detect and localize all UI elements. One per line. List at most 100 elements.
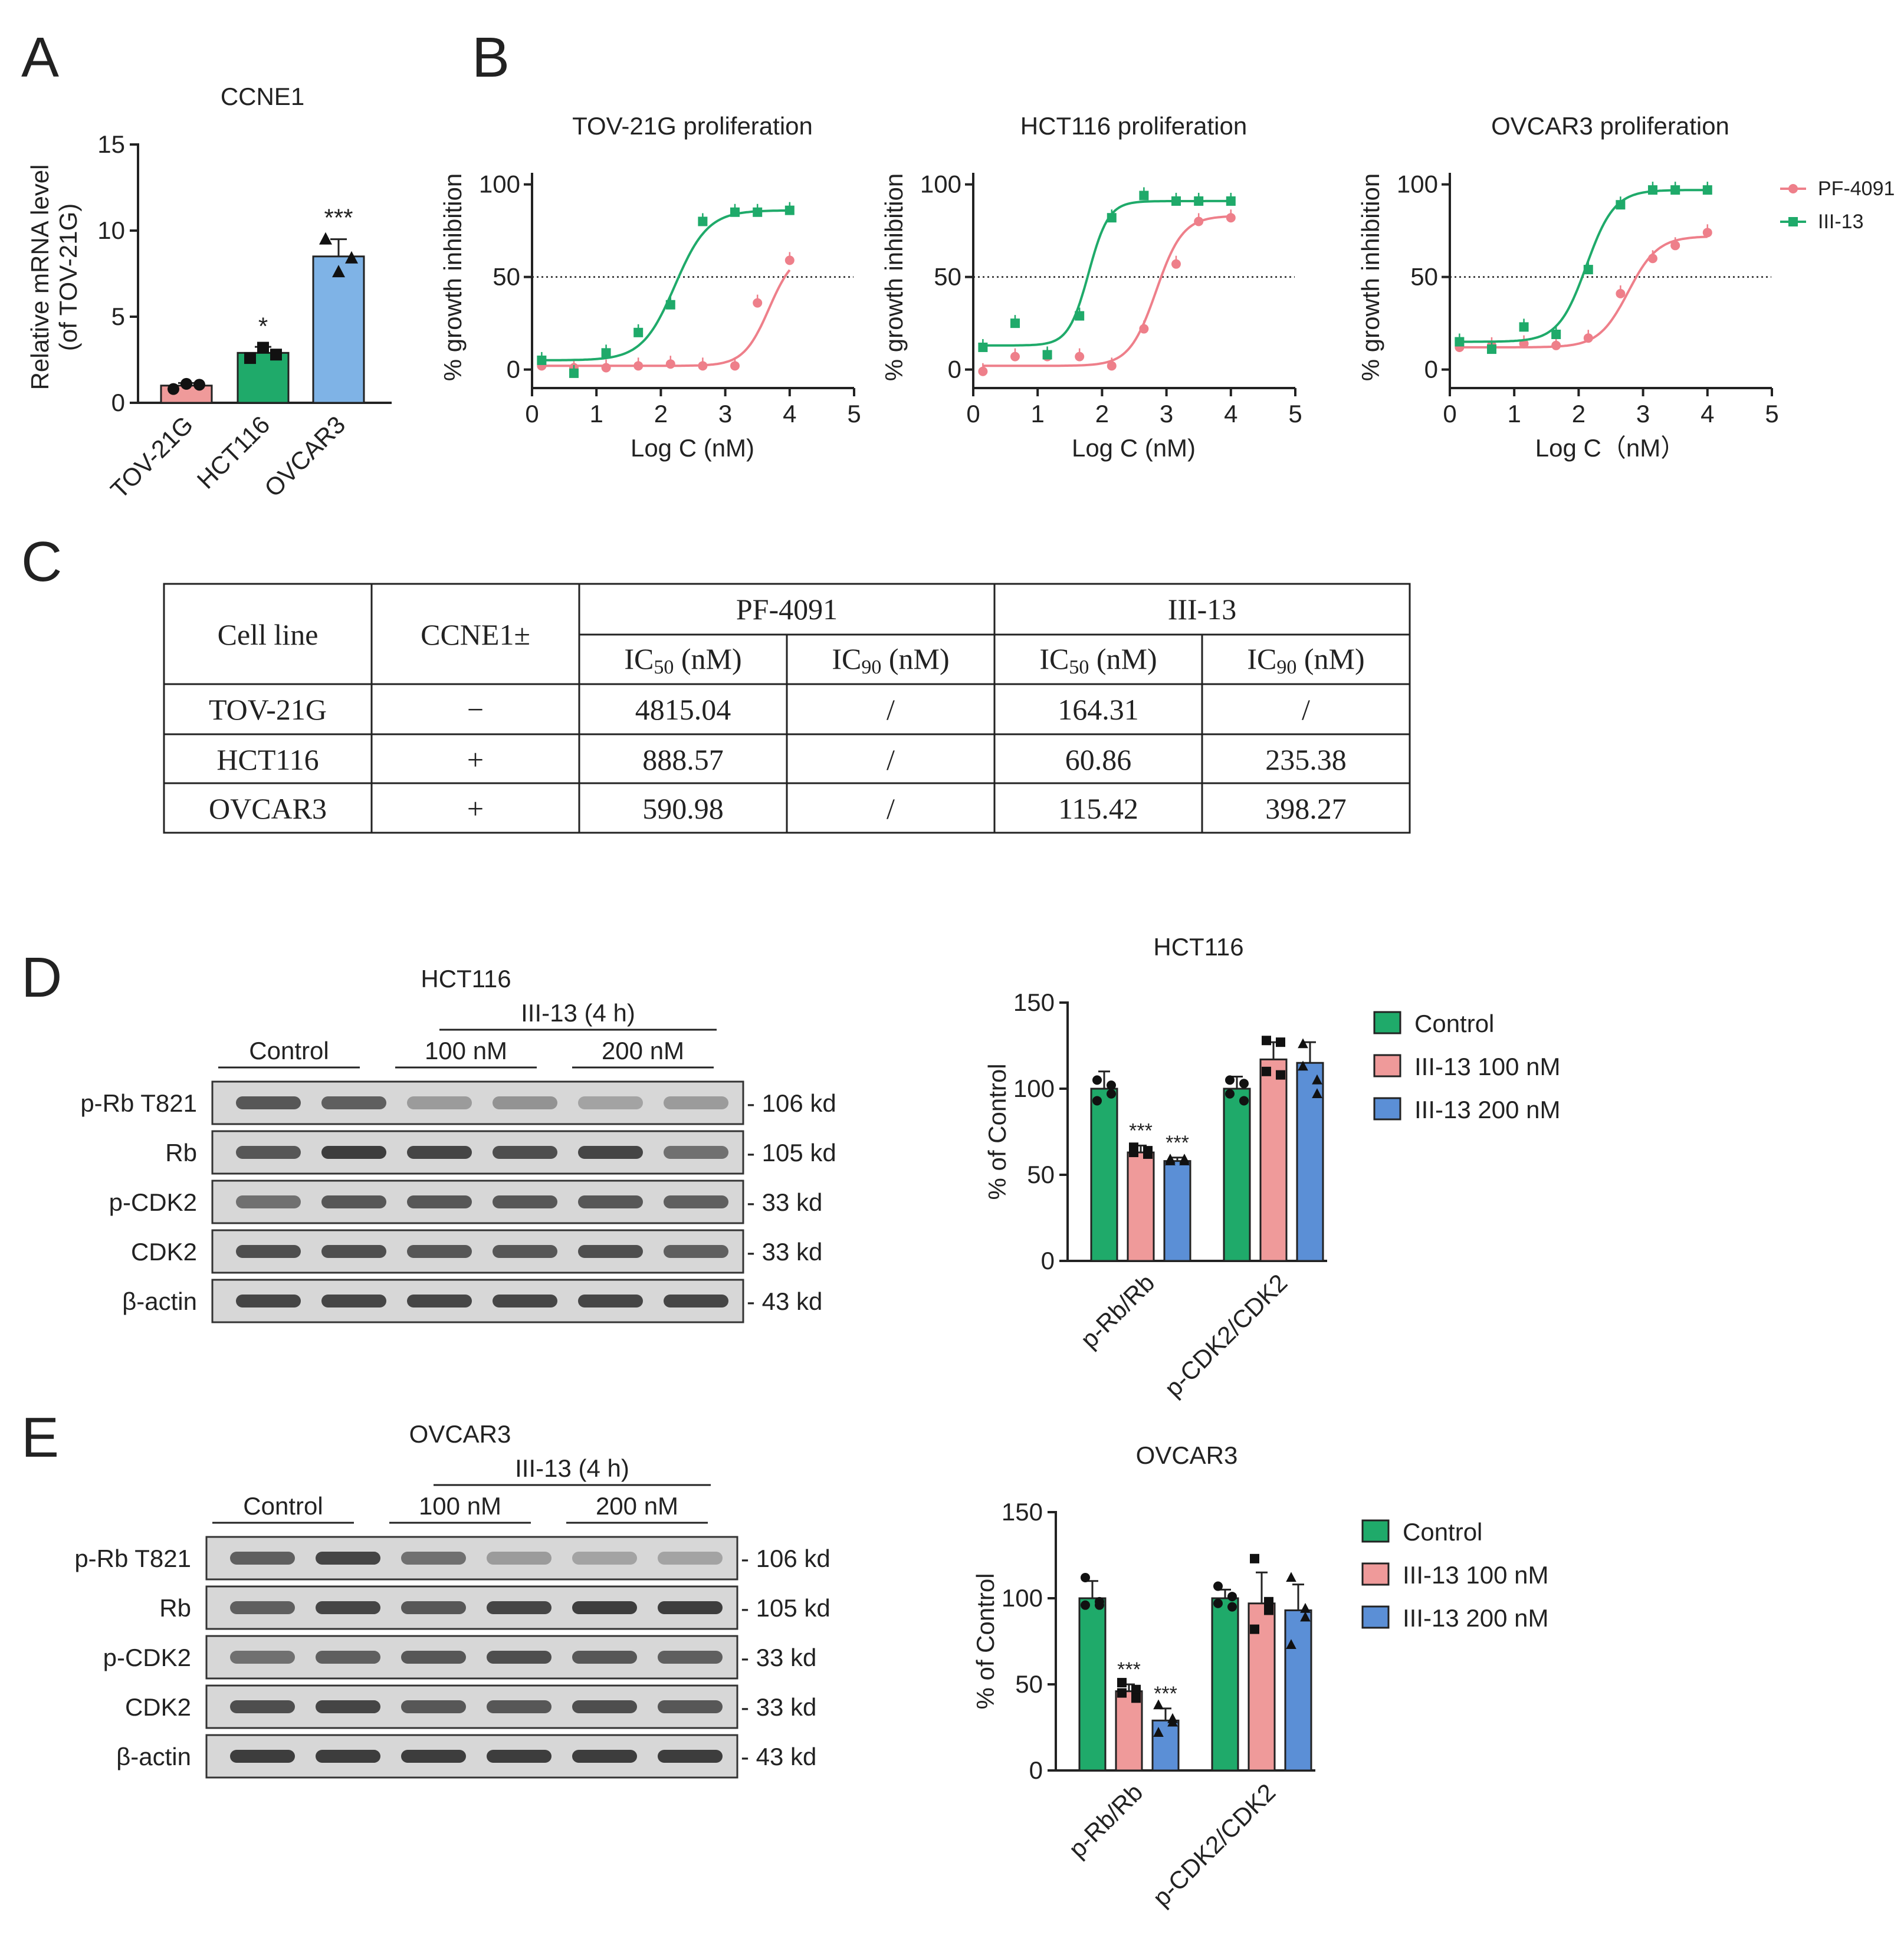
blot-band bbox=[407, 1245, 472, 1258]
blot-band bbox=[316, 1700, 380, 1713]
dose-response-chart-1: HCT116 proliferation 0 50 100 0 1 2 3 4 5 Log C (n… bbox=[880, 112, 1302, 462]
y-tick-label: 0 bbox=[1424, 356, 1438, 383]
data-point bbox=[1262, 1036, 1271, 1046]
x-tick-label: 1 bbox=[1031, 400, 1045, 428]
data-point-III-13 bbox=[1171, 196, 1181, 206]
blot-row-label: Rb bbox=[165, 1139, 197, 1167]
blot-band bbox=[578, 1096, 643, 1109]
data-point-III-13 bbox=[1616, 200, 1626, 210]
data-point-III-13 bbox=[753, 207, 763, 217]
data-point bbox=[1092, 1096, 1102, 1106]
blot-treatment: III-13 (4 h) bbox=[521, 999, 635, 1027]
data-point bbox=[1286, 1572, 1296, 1582]
blot-band bbox=[572, 1601, 637, 1614]
legend-label: III-13 bbox=[1818, 211, 1863, 233]
data-point-III-13 bbox=[1194, 196, 1204, 206]
fit-curve-III-13 bbox=[1459, 189, 1708, 343]
header-cell-line: Cell line bbox=[218, 618, 319, 651]
data-point-III-13 bbox=[1519, 322, 1529, 332]
x-tick-label: 2 bbox=[1572, 400, 1585, 428]
y-axis-label: % of Control bbox=[983, 1063, 1011, 1200]
data-point bbox=[1262, 1066, 1271, 1076]
y-axis-label: % growth inhibition bbox=[880, 173, 908, 382]
blot-band bbox=[664, 1295, 728, 1307]
blot-band bbox=[487, 1552, 551, 1565]
data-point bbox=[1213, 1581, 1223, 1591]
header-ic50-ic: IC bbox=[624, 642, 654, 675]
data-point bbox=[1095, 1600, 1104, 1610]
blot-kd-marker: - 33 kd bbox=[741, 1693, 816, 1721]
blot-band bbox=[401, 1552, 466, 1565]
panel-label-b: B bbox=[472, 26, 510, 89]
data-point-III-13 bbox=[978, 342, 988, 352]
cell-cell: OVCAR3 bbox=[209, 792, 327, 825]
blot-band bbox=[658, 1651, 723, 1664]
blot-band bbox=[572, 1700, 637, 1713]
significance-marker: *** bbox=[1166, 1132, 1189, 1154]
blot-band bbox=[407, 1295, 472, 1307]
blot-band bbox=[230, 1552, 295, 1565]
blot-kd-marker: - 105 kd bbox=[747, 1139, 836, 1167]
significance-marker: *** bbox=[1154, 1683, 1177, 1705]
data-point-PF-4091 bbox=[1670, 241, 1680, 251]
data-point-III-13 bbox=[1010, 318, 1020, 328]
blot-band bbox=[493, 1295, 557, 1307]
header-pf-4091: PF-4091 bbox=[736, 593, 838, 626]
significance-marker: *** bbox=[324, 204, 353, 232]
legend-swatch bbox=[1373, 1097, 1401, 1121]
data-point bbox=[1298, 1038, 1308, 1049]
x-tick-label: 3 bbox=[1636, 400, 1650, 428]
bar-III-13 200 nM-p-Rb/Rb bbox=[1151, 1719, 1180, 1772]
blot-band bbox=[664, 1096, 728, 1109]
x-tick-label: 5 bbox=[847, 400, 861, 428]
y-tick-label: 0 bbox=[507, 356, 520, 383]
blot-band bbox=[321, 1295, 386, 1307]
lane-group-label: 100 nM bbox=[419, 1492, 501, 1520]
x-tick-label: 4 bbox=[783, 400, 796, 428]
blot-band bbox=[493, 1096, 557, 1109]
blot-band bbox=[664, 1146, 728, 1159]
blot-kd-marker: - 105 kd bbox=[741, 1594, 830, 1622]
data-point bbox=[1239, 1096, 1249, 1106]
data-point bbox=[1081, 1600, 1090, 1610]
blot-band bbox=[230, 1750, 295, 1763]
bar-III-13 200 nM-p-Rb/Rb bbox=[1163, 1160, 1191, 1262]
bar-III-13 200 nM-p-CDK2/CDK2 bbox=[1284, 1609, 1312, 1772]
y-tick-label: 0 bbox=[111, 389, 125, 416]
bar-III-13 100 nM-p-CDK2/CDK2 bbox=[1259, 1058, 1288, 1262]
cell-iii_ic90: 235.38 bbox=[1265, 743, 1347, 776]
bar-III-13 100 nM-p-Rb/Rb bbox=[1127, 1151, 1155, 1262]
header-ic50-sub: 50 bbox=[654, 656, 674, 678]
y-tick-label: 50 bbox=[1027, 1161, 1055, 1188]
dose-response-chart-0: TOV-21G proliferation 0 50 100 0 1 2 3 4 5 Log C (… bbox=[439, 112, 861, 462]
blot-row-label: p-CDK2 bbox=[103, 1644, 191, 1671]
data-point bbox=[180, 377, 192, 390]
data-point bbox=[168, 383, 179, 395]
blot-kd-marker: - 43 kd bbox=[741, 1743, 816, 1770]
y-axis-label-line2: (of TOV-21G) bbox=[54, 203, 82, 351]
data-point bbox=[1107, 1080, 1116, 1090]
panel-d-bar-chart: HCT116 0 50 100 150 % of Control *** *** p-Rb/Rb… bbox=[983, 933, 1560, 1402]
data-point-III-13 bbox=[601, 348, 611, 358]
data-point-PF-4091 bbox=[1616, 288, 1626, 298]
blot-band bbox=[236, 1096, 301, 1109]
x-tick-label: 1 bbox=[590, 400, 603, 428]
chart-title: HCT116 bbox=[1153, 933, 1243, 961]
blot-band bbox=[230, 1601, 295, 1614]
cell-ccne1: − bbox=[467, 693, 484, 726]
blot-kd-marker: - 106 kd bbox=[741, 1545, 830, 1572]
data-point-PF-4091 bbox=[1139, 324, 1149, 334]
legend-swatch bbox=[1361, 1605, 1390, 1629]
header-ic90: IC90 (nM) bbox=[1247, 642, 1364, 678]
cell-iii_ic50: 115.42 bbox=[1058, 792, 1138, 825]
data-point-PF-4091 bbox=[601, 363, 611, 373]
x-tick-label: OVCAR3 bbox=[259, 410, 350, 502]
data-point-PF-4091 bbox=[784, 255, 795, 265]
x-axis-label: Log C (nM) bbox=[1072, 434, 1196, 462]
legend-label: III-13 200 nM bbox=[1414, 1096, 1560, 1123]
chart-title: OVCAR3 bbox=[1136, 1441, 1238, 1469]
y-tick-label: 5 bbox=[111, 303, 125, 330]
lane-group-label: Control bbox=[249, 1037, 329, 1065]
bar-Control-p-Rb/Rb bbox=[1078, 1597, 1107, 1772]
